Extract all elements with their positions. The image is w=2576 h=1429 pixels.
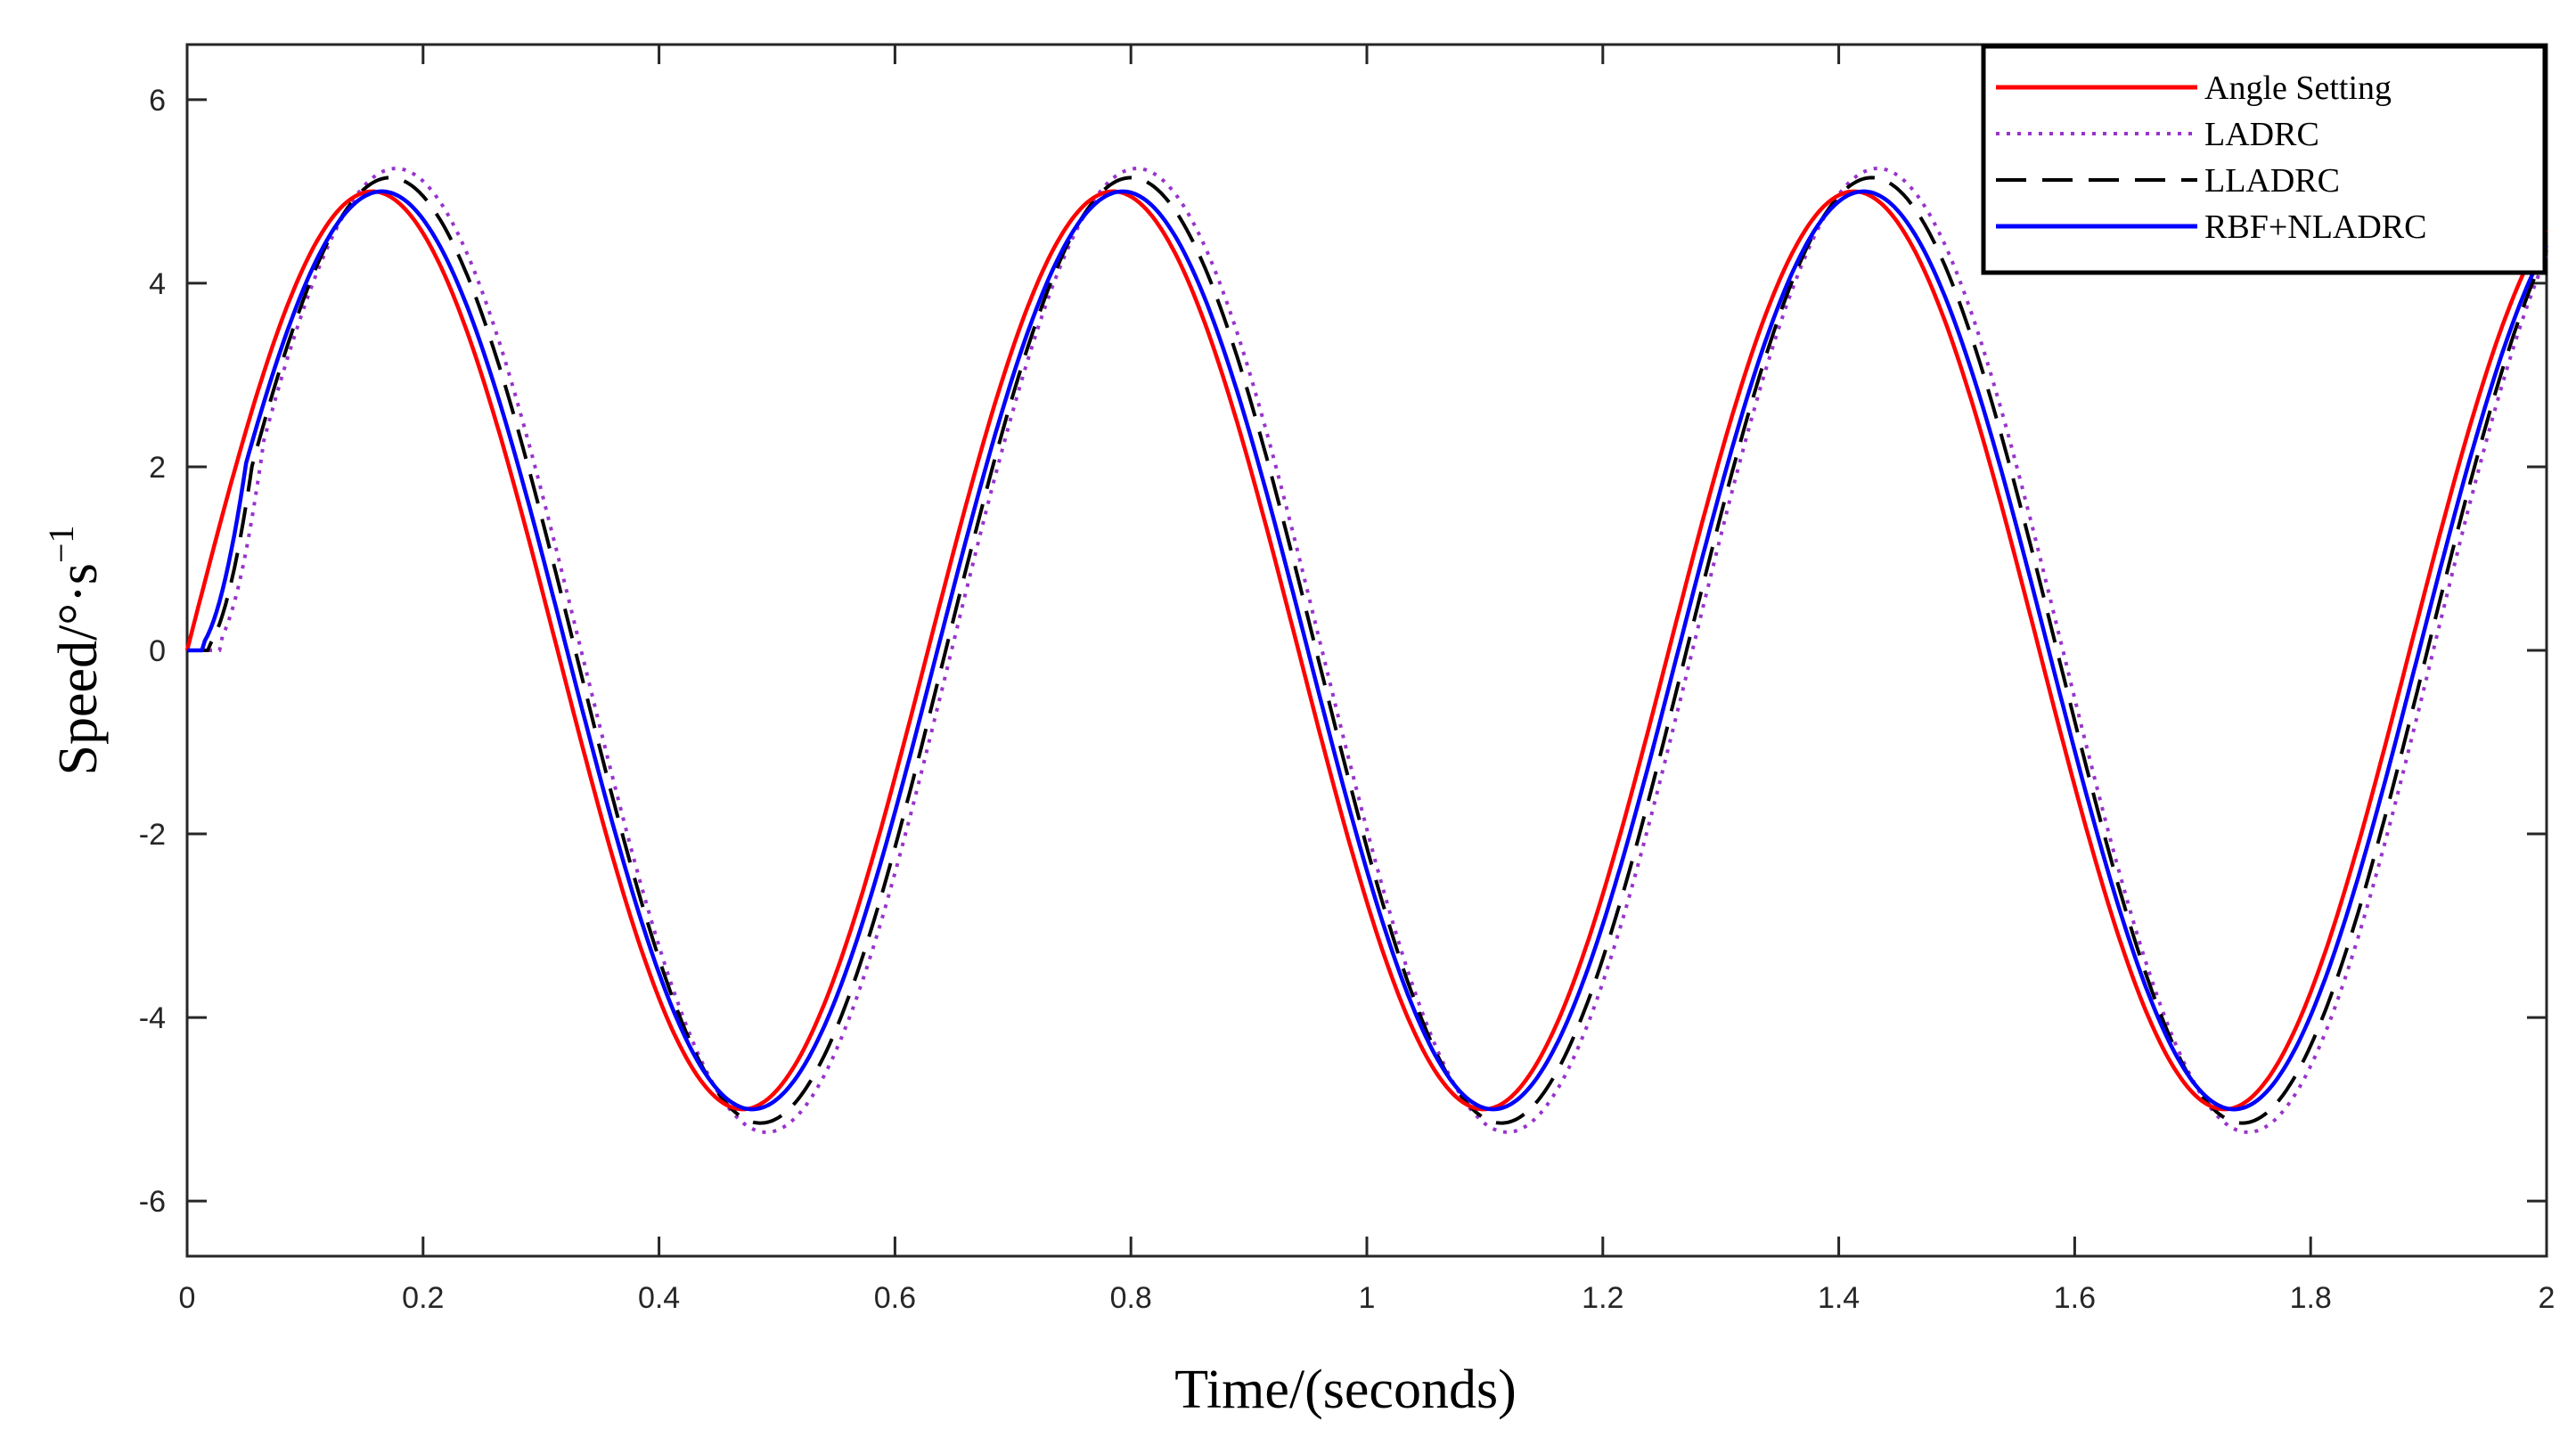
axis-ticks: 0 0.2 0.4 0.6 0.8 1 1.2 1.4 1.6 1.8 2 -6 -4 -2 0 2 4 6 <box>139 45 2556 1315</box>
y-axis-title-superscript: −1 <box>41 526 81 564</box>
x-tick-label: 1.8 <box>2290 1281 2332 1315</box>
y-tick-label: 0 <box>149 634 166 668</box>
y-tick-label: 6 <box>149 84 166 118</box>
series-line-ladrc <box>187 167 2548 1134</box>
legend: Angle Setting LADRC LLADRC RBF+NLADRC <box>1981 44 2547 275</box>
legend-label: RBF+NLADRC <box>2204 208 2427 246</box>
legend-box <box>1981 44 2547 275</box>
y-tick-label: -2 <box>139 818 166 852</box>
y-tick-label: -6 <box>139 1185 166 1219</box>
y-tick-label: 4 <box>149 267 166 301</box>
series-lines <box>184 167 2548 1134</box>
x-tick-label: 1 <box>1359 1281 1376 1315</box>
y-tick-label: -4 <box>139 1001 166 1035</box>
x-tick-label: 1.6 <box>2054 1281 2096 1315</box>
x-tick-label: 1.2 <box>1582 1281 1623 1315</box>
legend-label: LLADRC <box>2204 162 2340 200</box>
x-tick-label: 1.4 <box>1818 1281 1860 1315</box>
y-axis-title: Speed/°·s−1 <box>41 526 109 776</box>
series-line-rbf-nladrc <box>187 189 2548 1112</box>
x-axis-title: Time/(seconds) <box>1174 1360 1516 1420</box>
x-tick-label: 0.6 <box>874 1281 916 1315</box>
y-axis-title-main: Speed/°·s <box>48 563 109 775</box>
legend-label: Angle Setting <box>2204 69 2392 107</box>
x-tick-label: 0 <box>179 1281 196 1315</box>
x-tick-label: 0.4 <box>638 1281 680 1315</box>
x-tick-label: 0.2 <box>402 1281 444 1315</box>
series-line-lladrc <box>187 176 2548 1125</box>
x-tick-label: 0.8 <box>1110 1281 1152 1315</box>
y-axis-title-group: Speed/°·s−1 <box>41 526 109 776</box>
y-tick-label: 2 <box>149 451 166 485</box>
series-line-angle-setting <box>184 189 2548 1112</box>
x-tick-label: 2 <box>2539 1281 2556 1315</box>
legend-label: LADRC <box>2204 116 2319 153</box>
